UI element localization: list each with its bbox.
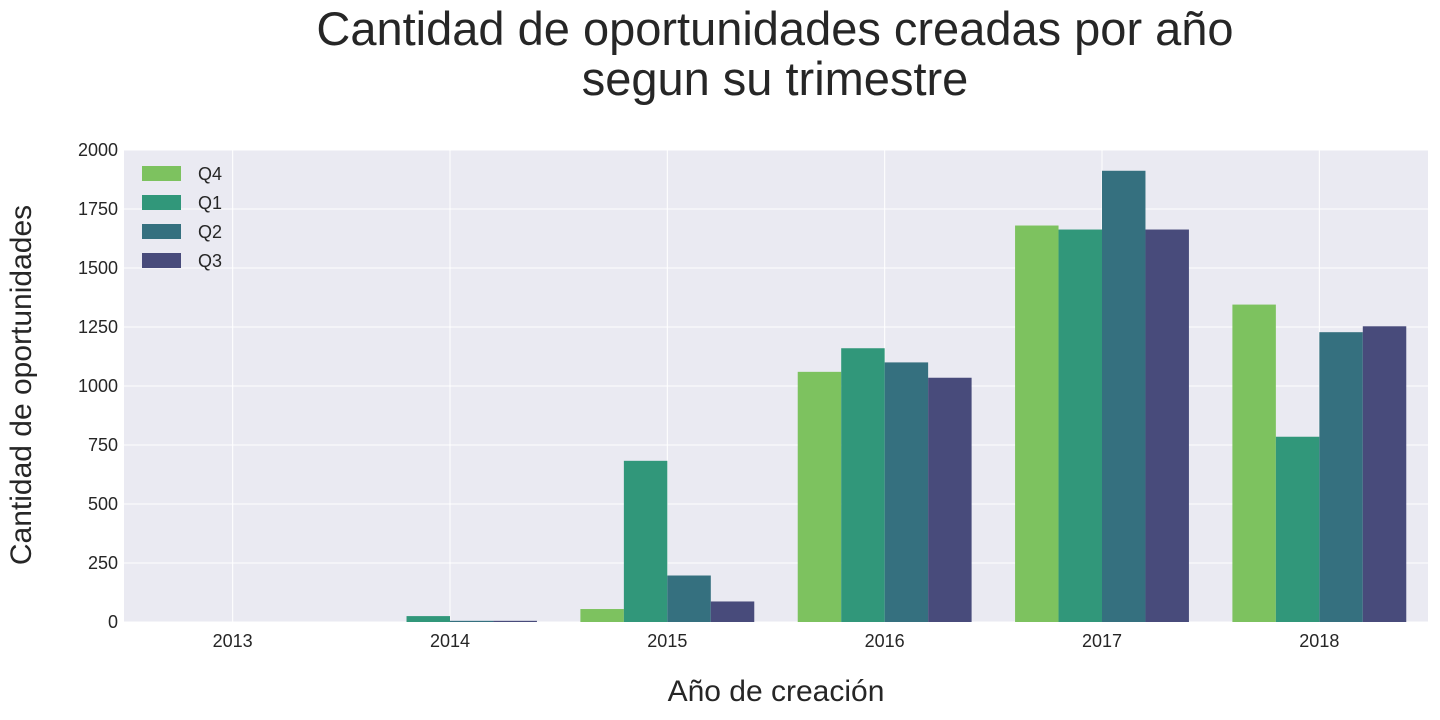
x-tick-label: 2017 xyxy=(1082,631,1122,651)
bar-q3-2015 xyxy=(710,601,755,622)
bar-q1-2016 xyxy=(841,348,885,622)
legend-label-q3: Q3 xyxy=(198,251,222,271)
legend-swatch-q3 xyxy=(142,253,181,268)
legend-label-q2: Q2 xyxy=(198,222,222,242)
legend-label-q1: Q1 xyxy=(198,193,222,213)
bar-q3-2016 xyxy=(928,377,972,622)
y-tick-label: 1500 xyxy=(78,258,118,278)
chart-title-line-1: Cantidad de oportunidades creadas por añ… xyxy=(316,2,1234,55)
y-tick-label: 1000 xyxy=(78,376,118,396)
x-tick-label: 2016 xyxy=(865,631,905,651)
x-tick-label: 2014 xyxy=(430,631,470,651)
bar-q1-2014 xyxy=(406,616,450,622)
y-tick-label: 1750 xyxy=(78,199,118,219)
bar-q4-2015 xyxy=(580,609,624,622)
x-tick-label: 2015 xyxy=(647,631,687,651)
y-tick-label: 500 xyxy=(88,494,118,514)
bar-q2-2016 xyxy=(884,362,929,622)
bar-q2-2018 xyxy=(1319,332,1363,622)
bar-q4-2017 xyxy=(1015,225,1059,622)
bar-q4-2016 xyxy=(797,371,842,622)
bar-q2-2014 xyxy=(450,620,494,622)
legend-swatch-q2 xyxy=(142,224,181,239)
x-tick-label: 2018 xyxy=(1299,631,1339,651)
x-axis-label: Año de creación xyxy=(667,675,885,708)
bar-q4-2018 xyxy=(1232,304,1276,622)
bar-q3-2017 xyxy=(1145,229,1189,623)
bar-q1-2017 xyxy=(1058,229,1102,623)
bar-q3-2014 xyxy=(493,620,537,622)
legend-swatch-q4 xyxy=(142,166,181,181)
legend-label-q4: Q4 xyxy=(198,164,222,184)
bar-q2-2015 xyxy=(667,575,711,622)
y-tick-label: 0 xyxy=(108,612,118,632)
chart-title: Cantidad de oportunidades creadas por añ… xyxy=(0,4,1440,104)
legend-swatch-q1 xyxy=(142,195,181,210)
bar-q1-2015 xyxy=(623,460,668,622)
bar-q2-2017 xyxy=(1102,170,1146,622)
y-tick-label: 750 xyxy=(88,435,118,455)
y-tick-label: 250 xyxy=(88,553,118,573)
y-tick-label: 1250 xyxy=(78,317,118,337)
chart-title-line-2: segun su trimestre xyxy=(581,52,969,105)
x-tick-label: 2013 xyxy=(213,631,253,651)
bar-q1-2018 xyxy=(1275,436,1320,622)
y-tick-label: 2000 xyxy=(78,140,118,160)
bar-q3-2018 xyxy=(1362,326,1407,622)
